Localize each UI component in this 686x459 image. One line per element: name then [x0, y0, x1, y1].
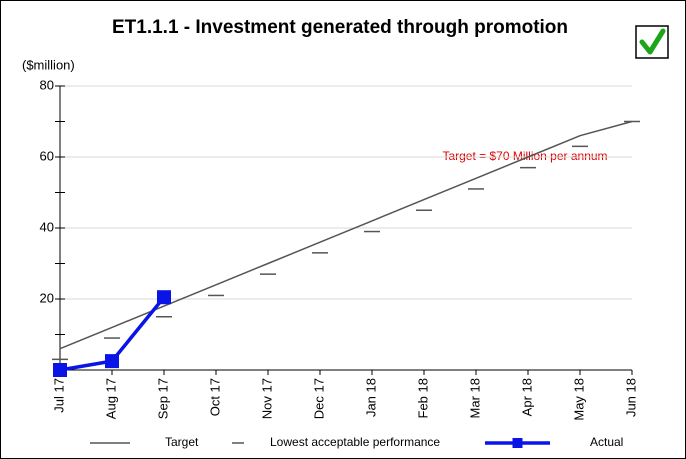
- data-point: [157, 290, 171, 305]
- x-tick-label: Feb 18: [415, 378, 430, 418]
- check-icon: [635, 25, 669, 59]
- legend-label: Actual: [590, 435, 623, 449]
- y-tick-label: 40: [40, 219, 54, 234]
- annotation: Target = $70 Million per annum: [442, 149, 607, 163]
- y-tick-label: 20: [40, 290, 54, 305]
- x-tick-label: Oct 17: [207, 378, 222, 416]
- data-point: [105, 354, 119, 369]
- legend-label: Target: [165, 435, 199, 449]
- x-tick-label: Dec 17: [311, 378, 326, 419]
- x-tick-label: Jan 18: [363, 378, 378, 417]
- legend-label: Lowest acceptable performance: [270, 435, 440, 449]
- x-tick-label: Sep 17: [155, 378, 170, 419]
- y-tick-label: 80: [40, 77, 54, 92]
- x-tick-label: Apr 18: [519, 378, 534, 416]
- x-tick-label: Jul 17: [51, 378, 66, 413]
- y-tick-label: 60: [40, 148, 54, 163]
- x-tick-label: Jun 18: [623, 378, 638, 417]
- x-tick-label: Mar 18: [467, 378, 482, 418]
- x-tick-label: Nov 17: [259, 378, 274, 419]
- legend-swatch: [512, 438, 523, 448]
- x-tick-label: Aug 17: [103, 378, 118, 419]
- chart-title: ET1.1.1 - Investment generated through p…: [112, 17, 568, 38]
- x-tick-label: May 18: [571, 378, 586, 421]
- y-axis-label: ($million): [22, 57, 75, 72]
- data-point: [53, 363, 67, 377]
